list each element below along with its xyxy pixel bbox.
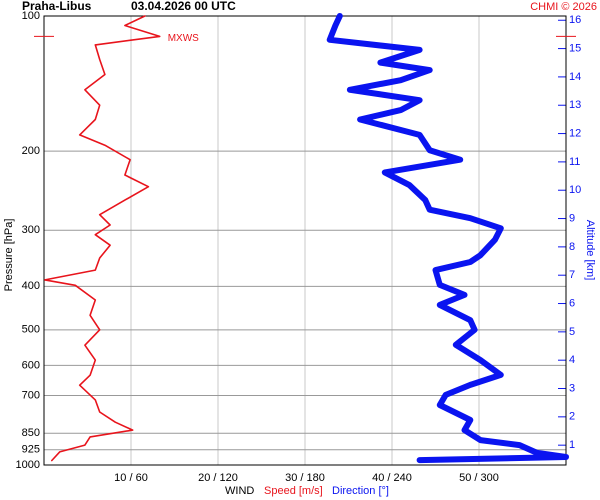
y2-tick-label: 3: [569, 382, 575, 394]
y-tick-label: 925: [22, 444, 40, 456]
y2-tick-label: 6: [569, 297, 575, 309]
x-tick-label: 50 / 300: [459, 472, 499, 484]
y2-tick-label: 12: [569, 127, 581, 139]
x-tick-label: 10 / 60: [114, 472, 148, 484]
y-tick-label: 300: [22, 224, 40, 236]
y2-axis-label: Altitude [km]: [584, 220, 596, 281]
y2-tick-label: 15: [569, 42, 581, 54]
y2-tick-label: 7: [569, 269, 575, 281]
y-tick-label: 600: [22, 359, 40, 371]
direction-line: [326, 13, 569, 464]
y2-tick-label: 16: [569, 14, 581, 26]
y-tick-label: 400: [22, 280, 40, 292]
y2-tick-label: 11: [569, 156, 580, 168]
y-tick-label: 850: [22, 427, 40, 439]
y-tick-label: 700: [22, 389, 40, 401]
y2-tick-label: 1: [569, 439, 575, 451]
y2-tick-label: 8: [569, 241, 575, 253]
y-tick-label: 500: [22, 324, 40, 336]
y2-tick-label: 4: [569, 354, 575, 366]
x-axis-label: WIND: [225, 485, 254, 497]
y-tick-label: 1000: [16, 459, 40, 471]
y-tick-label: 200: [22, 145, 40, 157]
station: Praha-Libus: [22, 0, 92, 13]
legend-entry: Speed [m/s]: [264, 485, 323, 497]
x-tick-label: 40 / 240: [372, 472, 412, 484]
y2-tick-label: 2: [569, 411, 575, 423]
y2-tick-label: 13: [569, 99, 581, 111]
x-tick-label: 20 / 120: [198, 472, 238, 484]
y-axis-label: Pressure [hPa]: [3, 219, 15, 292]
y2-tick-label: 5: [569, 326, 575, 338]
legend-entry: Direction [°]: [332, 485, 389, 497]
y2-tick-label: 10: [569, 184, 581, 196]
credit: CHMI © 2026: [530, 1, 597, 13]
datetime: 03.04.2026 00 UTC: [131, 0, 236, 13]
y2-tick-label: 14: [569, 71, 581, 83]
y2-tick-label: 9: [569, 212, 575, 224]
speed-line: [44, 15, 161, 462]
x-tick-label: 30 / 180: [285, 472, 325, 484]
mxws-label: MXWS: [168, 33, 199, 44]
y-tick-label: 100: [22, 10, 40, 22]
plot-frame: [43, 15, 567, 466]
